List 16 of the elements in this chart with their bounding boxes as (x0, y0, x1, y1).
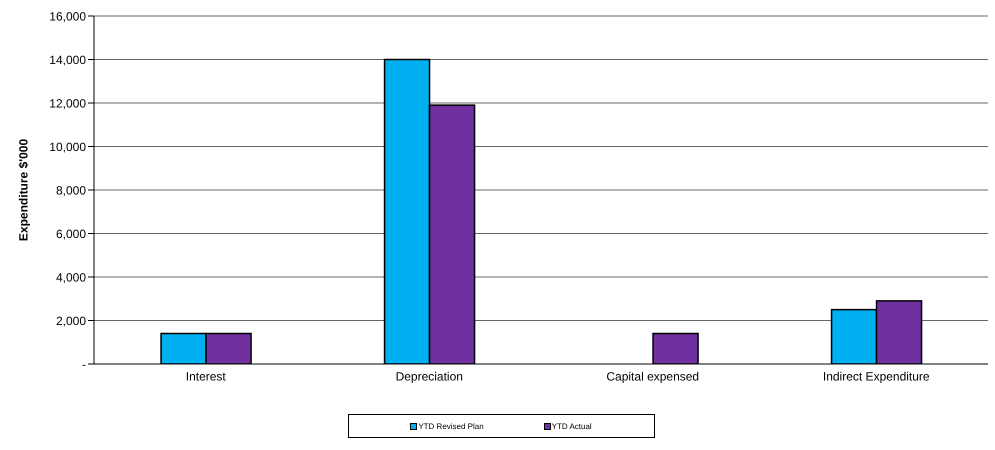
y-tick-label: 16,000 (49, 9, 86, 24)
y-tick-label: 10,000 (49, 140, 86, 154)
y-tick-label: - (82, 357, 86, 372)
y-tick-label: 8,000 (56, 183, 86, 198)
x-tick-label: Depreciation (396, 370, 463, 384)
y-tick-label: 6,000 (56, 226, 86, 241)
legend-label: YTD Actual (550, 422, 592, 430)
legend-label: YTD Revised Plan (417, 422, 484, 430)
y-tick-label: 14,000 (49, 52, 86, 67)
x-tick-label: Interest (186, 370, 226, 384)
y-tick-label: 12,000 (49, 96, 86, 110)
y-tick-label: 2,000 (56, 314, 86, 328)
y-tick-label: 4,000 (56, 270, 86, 284)
x-tick-label: Capital expensed (606, 370, 700, 384)
y-axis-title: Expenditure $'000 (16, 138, 30, 242)
x-tick-label: Indirect Expenditure (822, 370, 930, 384)
